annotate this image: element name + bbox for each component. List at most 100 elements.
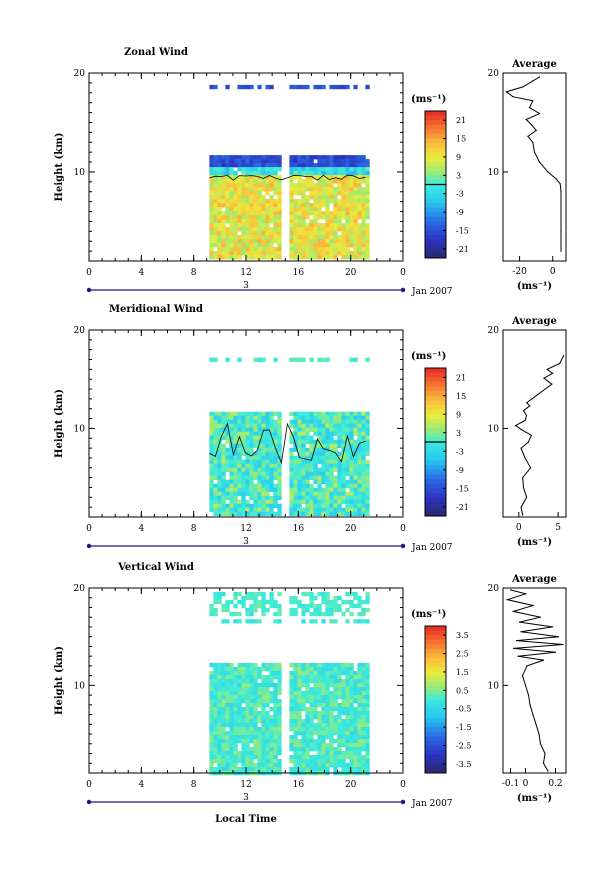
heatmap-cell (365, 183, 370, 188)
heatmap-cell (225, 739, 230, 744)
heatmap-cell (325, 703, 330, 708)
heatmap-cell (305, 447, 310, 452)
heatmap-cell (273, 423, 278, 428)
heatmap-cell (273, 667, 278, 672)
heatmap-cell (309, 231, 314, 236)
heatmap-cell (261, 419, 266, 424)
heatmap-cell (361, 511, 366, 516)
heatmap-cell (273, 763, 278, 768)
heatmap-cell (293, 671, 298, 676)
heatmap-cell (337, 207, 342, 212)
heatmap-cell (253, 187, 258, 192)
heatmap-cell (313, 711, 318, 716)
heatmap-cell (301, 767, 306, 772)
heatmap-cell (233, 251, 238, 256)
heatmap-cell (313, 183, 318, 188)
heatmap-cell (317, 607, 322, 613)
heatmap-cell (237, 443, 242, 448)
heatmap-cell (309, 451, 314, 456)
heatmap-cell (237, 447, 242, 452)
heatmap-cell (229, 739, 234, 744)
date-line-end (400, 287, 406, 293)
heatmap-cell (321, 167, 326, 172)
heatmap-cell (321, 731, 326, 736)
heatmap-cell (365, 715, 370, 720)
chart-title: Zonal Wind (124, 47, 188, 58)
heatmap-cell (357, 451, 362, 456)
heatmap-cell (209, 439, 214, 444)
date-line-start (86, 799, 92, 805)
heatmap-cell (325, 247, 330, 252)
heatmap-cell (261, 415, 266, 420)
heatmap-cell (345, 691, 350, 696)
heatmap-cell (253, 357, 258, 362)
heatmap-cell (225, 619, 230, 624)
heatmap-cell (265, 439, 270, 444)
heatmap-cell (321, 247, 326, 252)
heatmap-cell (257, 599, 262, 605)
heatmap-cell (221, 171, 226, 176)
heatmap-cell (217, 503, 222, 508)
heatmap-cell (297, 707, 302, 712)
heatmap-cell (361, 727, 366, 732)
heatmap-cell (357, 471, 362, 476)
heatmap-cell (309, 735, 314, 740)
heatmap-cell (353, 171, 358, 176)
heatmap-cell (217, 731, 222, 736)
heatmap-cell (349, 667, 354, 672)
heatmap-cell (217, 759, 222, 764)
heatmap-cell (313, 695, 318, 700)
heatmap-cell (241, 155, 246, 160)
heatmap-cell (253, 179, 258, 184)
heatmap-cell (325, 691, 330, 696)
heatmap-cell (225, 231, 230, 236)
heatmap-cell (293, 419, 298, 424)
heatmap-cell (261, 755, 266, 760)
heatmap-cell (245, 619, 250, 624)
colorbar-step (425, 768, 446, 774)
heatmap-cell (345, 711, 350, 716)
heatmap-cell (301, 495, 306, 500)
heatmap-cell (321, 155, 326, 160)
heatmap-cell (213, 455, 218, 460)
heatmap-cell (257, 743, 262, 748)
heatmap-cell (365, 719, 370, 724)
heatmap-cell (261, 471, 266, 476)
colorbar-tick-label: -15 (456, 226, 469, 235)
heatmap-cell (213, 427, 218, 432)
heatmap-cell (245, 84, 250, 90)
heatmap-cell (261, 739, 266, 744)
heatmap-cell (245, 707, 250, 712)
heatmap-cell (241, 603, 246, 609)
heatmap-cell (277, 671, 282, 676)
heatmap-cell (289, 611, 294, 617)
average-x-tick-label: 0 (516, 523, 522, 533)
heatmap-cell (293, 463, 298, 468)
heatmap-cell (289, 671, 294, 676)
heatmap-cell (305, 735, 310, 740)
average-point (527, 694, 530, 696)
heatmap-cell (277, 751, 282, 756)
heatmap-cell (313, 511, 318, 516)
heatmap-cell (269, 463, 274, 468)
heatmap-cell (229, 411, 234, 416)
heatmap-cell (225, 415, 230, 420)
heatmap-cell (209, 739, 214, 744)
heatmap-cell (221, 767, 226, 772)
heatmap-cell (269, 247, 274, 252)
heatmap-cell (273, 231, 278, 236)
heatmap-cell (217, 667, 222, 672)
heatmap-cell (277, 211, 282, 216)
heatmap-cell (313, 671, 318, 676)
heatmap-cell (329, 251, 334, 256)
heatmap-cell (317, 167, 322, 172)
heatmap-cell (241, 231, 246, 236)
heatmap-cell (349, 715, 354, 720)
heatmap-cell (209, 611, 214, 617)
heatmap-cell (233, 767, 238, 772)
heatmap-cell (301, 167, 306, 172)
heatmap-cell (221, 431, 226, 436)
heatmap-cell (217, 411, 222, 416)
average-line (514, 355, 565, 516)
heatmap-cell (213, 357, 218, 362)
